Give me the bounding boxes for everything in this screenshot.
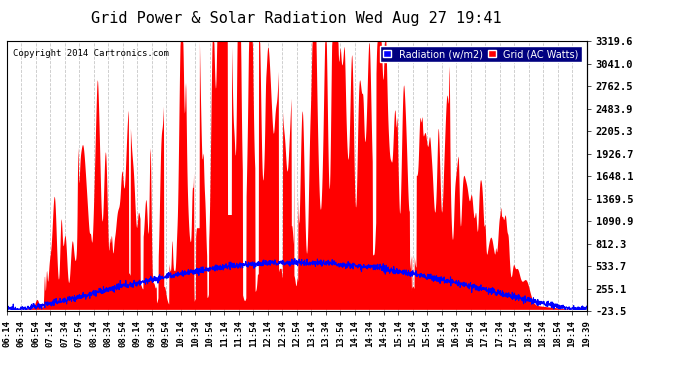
Text: Grid Power & Solar Radiation Wed Aug 27 19:41: Grid Power & Solar Radiation Wed Aug 27 …	[91, 11, 502, 26]
Legend: Radiation (w/m2), Grid (AC Watts): Radiation (w/m2), Grid (AC Watts)	[380, 46, 582, 62]
Text: Copyright 2014 Cartronics.com: Copyright 2014 Cartronics.com	[12, 50, 168, 58]
